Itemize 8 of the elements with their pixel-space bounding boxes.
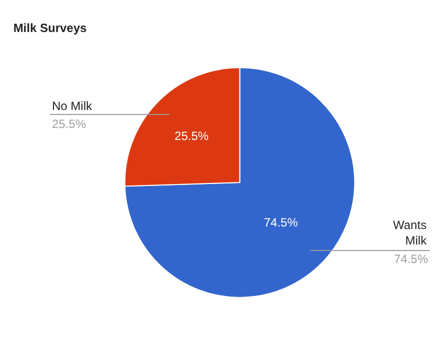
text: 74.5% — [394, 252, 428, 266]
text: 25.5% — [52, 117, 86, 131]
data-label: 25.5% — [174, 128, 209, 143]
pie-slice — [124, 67, 356, 298]
slice-label: No Milk — [52, 99, 93, 113]
data-label: 74.5% — [264, 216, 298, 230]
chart-title: Milk Surveys — [13, 21, 88, 36]
slice-label: Wants Milk — [393, 218, 428, 248]
